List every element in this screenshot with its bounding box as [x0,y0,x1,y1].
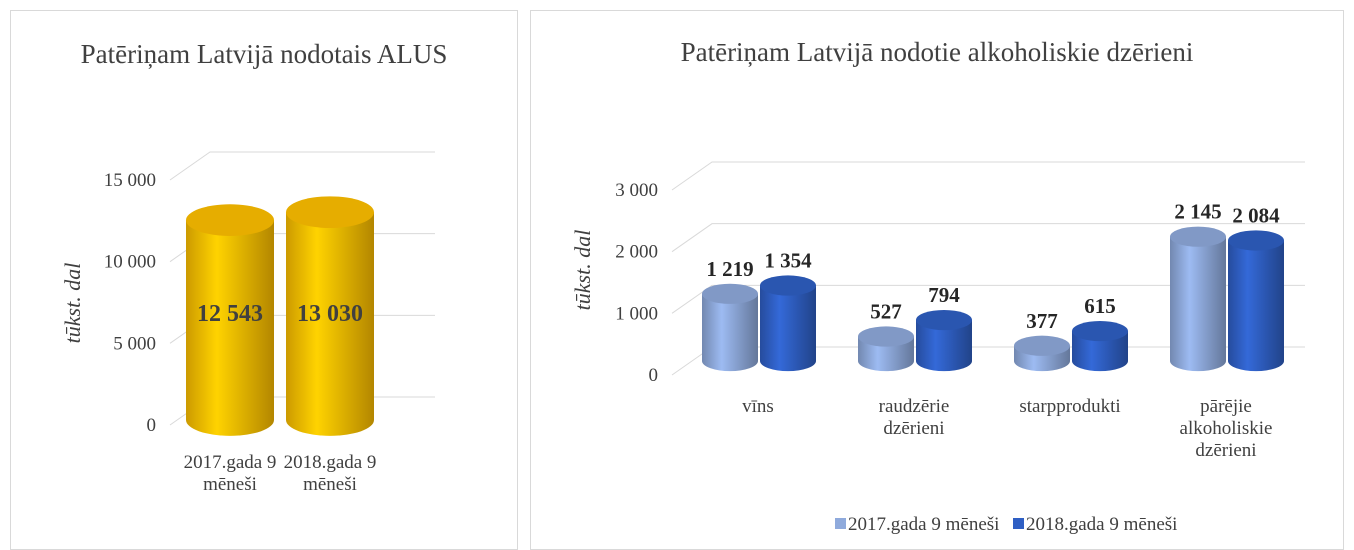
chart-title: Patēriņam Latvijā nodotie alkoholiskie d… [680,37,1194,67]
value-label: 615 [1084,294,1116,318]
bar-top [858,326,914,347]
bar-top [186,204,274,236]
value-label: 1 354 [764,249,812,273]
value-label: 377 [1026,309,1058,333]
x-tick-label: pārējie alkoholiskie dzērieni [1179,396,1273,461]
value-label: 13 030 [297,301,363,327]
y-tick-label: 10 000 [104,252,156,273]
bar-top [1228,230,1284,251]
bar-top [1014,335,1070,356]
x-tick-label: raudzērie dzērieni [878,396,950,439]
y-tick-label: 3 000 [615,180,658,201]
x-tick-label: starpprodukti [1019,396,1121,417]
y-axis-label: tūkst. dal [570,230,595,311]
grid-line [671,223,1305,253]
bar [702,293,758,372]
value-label: 1 219 [706,257,753,281]
value-label: 794 [928,283,960,307]
y-tick-label: 0 [649,365,659,386]
legend-swatch [835,518,846,529]
y-tick-label: 1 000 [615,303,658,324]
x-tick-label: 2017.gada 9 mēneši [183,452,277,495]
y-tick-label: 2 000 [615,242,658,263]
bar-top [1072,320,1128,342]
bar-top [916,309,972,331]
value-label: 527 [870,300,902,324]
bar-top [702,283,758,304]
bar-top [286,196,374,229]
value-label: 2 084 [1232,203,1280,227]
bar-top [760,275,816,296]
y-tick-label: 5 000 [113,333,156,354]
grid-line [671,284,1305,314]
bar [286,212,374,436]
bar [916,320,972,372]
bar [1228,240,1284,372]
value-label: 2 145 [1174,200,1221,224]
y-tick-label: 0 [147,415,157,436]
legend-swatch [1013,518,1024,529]
y-tick-label: 15 000 [104,170,156,191]
bar-top [1170,226,1226,247]
x-tick-label: 2018.gada 9 mēneši [283,452,377,495]
grid-line [671,161,1305,191]
y-axis-label: tūkst. dal [60,263,85,344]
x-tick-label: vīns [742,396,774,417]
bar [186,220,274,436]
bar [760,285,816,372]
bar [1170,236,1226,372]
chart-title: Patēriņam Latvijā nodotais ALUS [80,39,448,69]
legend-label: 2018.gada 9 mēneši [1026,514,1177,535]
grid-line [169,151,435,181]
bar [1072,331,1128,372]
legend-label: 2017.gada 9 mēneši [848,514,999,535]
value-label: 12 543 [197,301,263,327]
